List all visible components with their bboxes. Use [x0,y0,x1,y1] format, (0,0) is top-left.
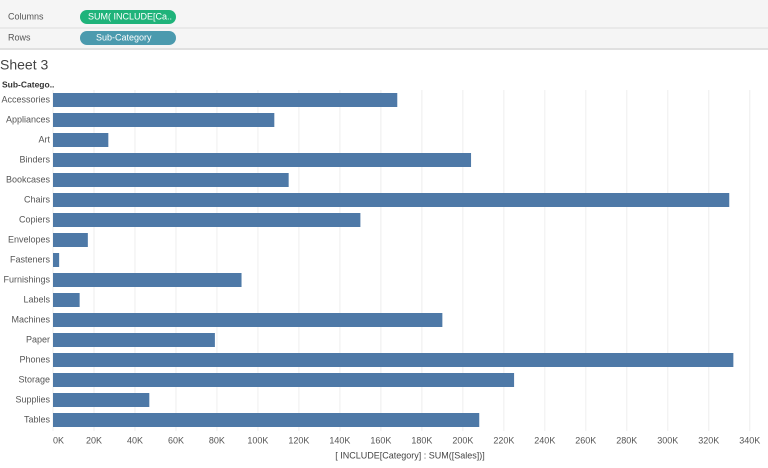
x-tick-label: 220K [493,435,514,445]
bar [53,113,275,127]
row-header: Sub-Catego.. [2,79,54,89]
x-tick-label: 160K [370,435,391,445]
y-tick-label: Furnishings [3,274,50,284]
bar [53,173,289,187]
y-tick-label: Supplies [15,394,50,404]
bar [53,93,398,107]
x-tick-label: 200K [452,435,473,445]
x-tick-label: 300K [657,435,678,445]
y-tick-label: Storage [18,374,50,384]
bar [53,233,88,247]
x-tick-label: 60K [168,435,184,445]
rows-label: Rows [8,32,31,42]
x-tick-label: 100K [247,435,268,445]
bar [53,313,443,327]
y-tick-label: Bookcases [6,174,51,184]
y-tick-label: Phones [19,354,50,364]
x-tick-label: 0K [53,435,64,445]
columns-pill[interactable] [80,10,176,24]
x-tick-label: 280K [616,435,637,445]
x-tick-label: 40K [127,435,143,445]
x-tick-label: 80K [209,435,225,445]
bar [53,273,242,287]
x-tick-label: 140K [329,435,350,445]
bar [53,213,361,227]
y-tick-label: Copiers [19,214,51,224]
bar [53,413,480,427]
y-tick-label: Envelopes [8,234,51,244]
bar [53,293,80,307]
y-tick-label: Fasteners [10,254,51,264]
y-tick-label: Paper [26,334,50,344]
y-tick-label: Chairs [24,194,51,204]
bar [53,393,150,407]
y-tick-label: Appliances [6,114,51,124]
x-tick-label: 340K [739,435,760,445]
y-tick-label: Labels [23,294,50,304]
y-tick-label: Art [38,134,50,144]
columns-pill-text[interactable]: SUM( INCLUDE[Ca.. [88,11,172,21]
bar [53,133,109,147]
columns-label: Columns [8,11,44,21]
bar [53,353,734,367]
bar [53,333,215,347]
sheet-title: Sheet 3 [0,57,48,73]
bar [53,153,472,167]
x-tick-label: 20K [86,435,102,445]
x-tick-label: 320K [698,435,719,445]
x-tick-label: 120K [288,435,309,445]
bar [53,373,515,387]
bar [53,253,60,267]
rows-pill[interactable] [80,31,176,45]
bar [53,193,730,207]
rows-pill-text[interactable]: Sub-Category [96,32,152,42]
y-tick-label: Tables [24,414,51,424]
x-tick-label: 180K [411,435,432,445]
x-axis-title: [ INCLUDE[Category] : SUM([Sales])] [335,450,485,460]
y-tick-label: Binders [19,154,50,164]
x-tick-label: 260K [575,435,596,445]
y-tick-label: Accessories [1,94,50,104]
x-tick-label: 240K [534,435,555,445]
y-tick-label: Machines [11,314,50,324]
